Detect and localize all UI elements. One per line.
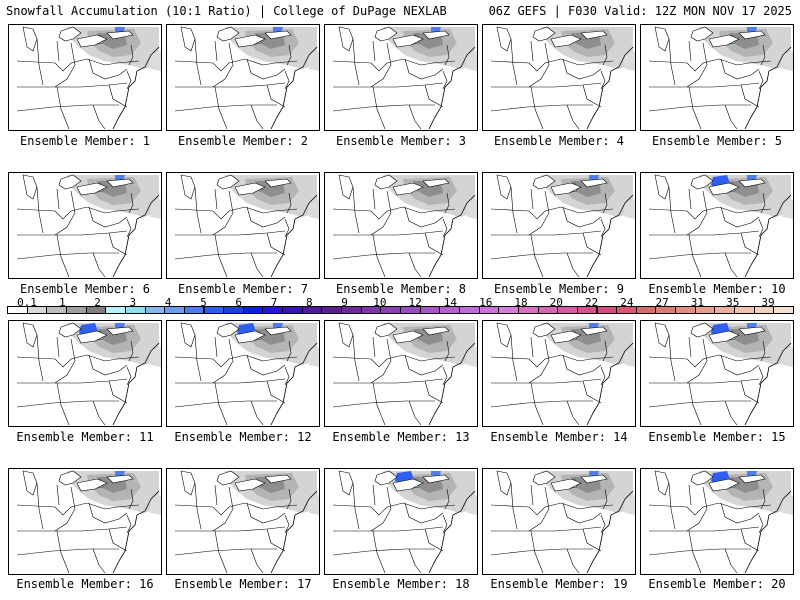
colorbar-swatch bbox=[773, 306, 794, 314]
colorbar-tick-label: 5 bbox=[200, 296, 207, 309]
ensemble-member-label-4: Ensemble Member: 4 bbox=[493, 134, 625, 148]
ensemble-member-label-12: Ensemble Member: 12 bbox=[174, 430, 312, 444]
colorbar-swatch bbox=[458, 306, 480, 314]
colorbar-swatch bbox=[282, 306, 303, 314]
colorbar-swatch bbox=[242, 306, 264, 314]
colorbar-tick-label: 6 bbox=[235, 296, 243, 309]
ensemble-member-label-20: Ensemble Member: 20 bbox=[648, 577, 786, 591]
ensemble-member-label-1: Ensemble Member: 1 bbox=[19, 134, 151, 148]
colorbar-tick-label: 12 bbox=[408, 296, 422, 309]
ensemble-member-map-11 bbox=[8, 320, 162, 427]
ensemble-member-label-6: Ensemble Member: 6 bbox=[19, 282, 151, 296]
ensemble-member-label-13: Ensemble Member: 13 bbox=[332, 430, 470, 444]
ensemble-member-map-7 bbox=[166, 172, 320, 279]
ensemble-member-label-5: Ensemble Member: 5 bbox=[651, 134, 783, 148]
ensemble-member-label-8: Ensemble Member: 8 bbox=[335, 282, 467, 296]
ensemble-member-map-13 bbox=[324, 320, 478, 427]
ensemble-member-map-10 bbox=[640, 172, 794, 279]
colorbar-swatch bbox=[635, 306, 657, 314]
ensemble-member-map-6 bbox=[8, 172, 162, 279]
ensemble-member-map-16 bbox=[8, 468, 162, 575]
colorbar-tick-label: 9 bbox=[341, 296, 348, 309]
colorbar-tick-label: 16 bbox=[479, 296, 493, 309]
colorbar-tick-label: 0.1 bbox=[17, 296, 37, 309]
colorbar-swatch bbox=[105, 306, 126, 314]
ensemble-member-label-14: Ensemble Member: 14 bbox=[490, 430, 628, 444]
ensemble-member-label-16: Ensemble Member: 16 bbox=[16, 577, 154, 591]
snowfall-colorbar bbox=[7, 306, 794, 320]
colorbar-tick-label: 7 bbox=[270, 296, 278, 309]
ensemble-member-map-8 bbox=[324, 172, 478, 279]
colorbar-tick-label: 31 bbox=[690, 296, 705, 309]
ensemble-member-map-19 bbox=[482, 468, 636, 575]
colorbar-tick-label: 3 bbox=[129, 296, 137, 309]
colorbar-tick-label: 2 bbox=[94, 296, 101, 309]
colorbar-tick-label: 22 bbox=[584, 296, 599, 309]
ensemble-member-map-1 bbox=[8, 24, 162, 131]
ensemble-member-map-5 bbox=[640, 24, 794, 131]
ensemble-member-map-12 bbox=[166, 320, 320, 427]
ensemble-member-map-20 bbox=[640, 468, 794, 575]
colorbar-tick-label: 14 bbox=[443, 296, 458, 309]
header-valid-time: 06Z GEFS | F030 Valid: 12Z MON NOV 17 20… bbox=[488, 4, 792, 18]
ensemble-member-label-19: Ensemble Member: 19 bbox=[490, 577, 628, 591]
colorbar-tick-label: 10 bbox=[373, 296, 387, 309]
ensemble-member-label-2: Ensemble Member: 2 bbox=[177, 134, 309, 148]
colorbar-swatch bbox=[419, 306, 441, 314]
ensemble-member-label-7: Ensemble Member: 7 bbox=[177, 282, 309, 296]
ensemble-member-map-9 bbox=[482, 172, 636, 279]
colorbar-swatch bbox=[65, 306, 87, 314]
ensemble-member-map-4 bbox=[482, 24, 636, 131]
colorbar-tick-label: 35 bbox=[726, 296, 740, 309]
ensemble-member-label-15: Ensemble Member: 15 bbox=[648, 430, 786, 444]
colorbar-swatch bbox=[321, 306, 343, 314]
colorbar-tick-label: 39 bbox=[761, 296, 775, 309]
colorbar-tick-label: 20 bbox=[549, 296, 563, 309]
ensemble-member-label-17: Ensemble Member: 17 bbox=[174, 577, 312, 591]
ensemble-member-map-14 bbox=[482, 320, 636, 427]
ensemble-member-label-11: Ensemble Member: 11 bbox=[16, 430, 154, 444]
colorbar-tick-label: 1 bbox=[58, 296, 66, 309]
ensemble-member-label-3: Ensemble Member: 3 bbox=[335, 134, 467, 148]
ensemble-member-label-9: Ensemble Member: 9 bbox=[493, 282, 625, 296]
ensemble-member-map-2 bbox=[166, 24, 320, 131]
colorbar-tick-label: 8 bbox=[305, 296, 313, 309]
ensemble-member-map-18 bbox=[324, 468, 478, 575]
ensemble-member-label-18: Ensemble Member: 18 bbox=[332, 577, 470, 591]
ensemble-member-map-17 bbox=[166, 468, 320, 575]
ensemble-member-map-3 bbox=[324, 24, 478, 131]
ensemble-member-label-10: Ensemble Member: 10 bbox=[648, 282, 786, 296]
colorbar-tick-label: 18 bbox=[514, 296, 528, 309]
colorbar-swatch bbox=[144, 306, 166, 314]
colorbar-tick-label: 27 bbox=[655, 296, 669, 309]
header-title: Snowfall Accumulation (10:1 Ratio) | Col… bbox=[6, 4, 447, 18]
colorbar-tick-label: 4 bbox=[164, 296, 172, 309]
colorbar-swatch bbox=[596, 306, 618, 314]
colorbar-tick-label: 24 bbox=[620, 296, 634, 309]
ensemble-member-map-15 bbox=[640, 320, 794, 427]
